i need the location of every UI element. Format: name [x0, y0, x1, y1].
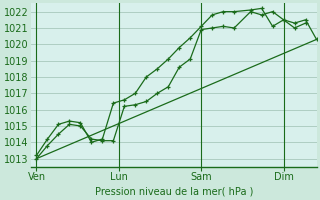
X-axis label: Pression niveau de la mer( hPa ): Pression niveau de la mer( hPa ) — [95, 187, 253, 197]
